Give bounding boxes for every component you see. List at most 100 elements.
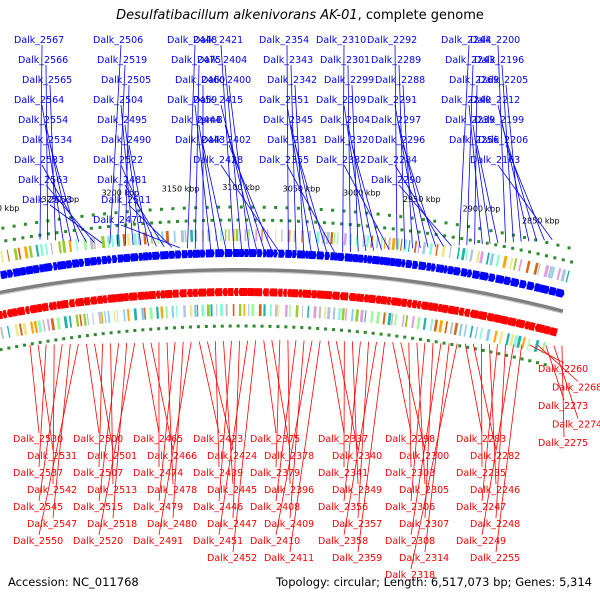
outer-tick-mark bbox=[374, 225, 378, 229]
inner-tick-mark bbox=[324, 327, 328, 331]
forward-cog-strip bbox=[106, 235, 111, 248]
forward-gene-arrow bbox=[224, 249, 234, 258]
forward-cog-strip bbox=[228, 229, 230, 242]
forward-gene-arrow bbox=[447, 265, 455, 275]
inner-tick-mark bbox=[276, 325, 280, 329]
reverse-gene-arrow bbox=[386, 296, 392, 306]
reverse-cog-strip bbox=[86, 313, 90, 326]
forward-gene-label: Dalk_2332 bbox=[316, 155, 366, 166]
reverse-cog-strip bbox=[165, 306, 169, 319]
reverse-gene-arrow bbox=[214, 288, 223, 297]
forward-gene-arrow bbox=[488, 273, 496, 283]
forward-cog-strip bbox=[380, 236, 384, 249]
forward-leader-line bbox=[220, 164, 281, 255]
scale-label: 2900 kbp bbox=[463, 205, 501, 214]
reverse-gene-arrow bbox=[186, 288, 193, 298]
reverse-leader-line bbox=[289, 340, 321, 553]
reverse-leader-line bbox=[98, 343, 120, 502]
reverse-gene-arrow bbox=[477, 310, 488, 321]
forward-leader-line bbox=[347, 64, 351, 252]
reverse-cog-strip bbox=[175, 305, 178, 318]
scale-tick-mark bbox=[23, 222, 27, 226]
forward-gene-arrow bbox=[71, 259, 81, 268]
forward-gene-arrow bbox=[148, 252, 153, 261]
reverse-leader-line bbox=[37, 344, 54, 451]
reverse-gene-arrow bbox=[83, 297, 91, 306]
forward-gene-arrow bbox=[273, 249, 278, 258]
outer-tick-mark bbox=[4, 239, 8, 243]
forward-gene-label: Dalk_2443 bbox=[175, 135, 225, 146]
inner-tick-mark bbox=[300, 326, 304, 330]
reverse-leader-line bbox=[94, 343, 114, 451]
forward-gene-arrow bbox=[539, 284, 550, 294]
scale-label: 2950 kbp bbox=[403, 195, 441, 204]
reverse-cog-strip bbox=[526, 338, 531, 351]
forward-leader-line bbox=[45, 124, 72, 242]
inner-tick-mark bbox=[101, 332, 105, 336]
reverse-leader-line bbox=[392, 342, 412, 434]
outer-tick-mark bbox=[201, 219, 205, 223]
forward-cog-strip bbox=[536, 263, 541, 276]
forward-gene-arrow bbox=[401, 259, 406, 268]
forward-cog-strip bbox=[44, 243, 49, 256]
reverse-cog-strip bbox=[183, 305, 187, 318]
forward-gene-label: Dalk_2564 bbox=[14, 95, 64, 106]
outer-tick-mark bbox=[21, 236, 25, 240]
reverse-gene-label: Dalk_2424 bbox=[207, 451, 257, 462]
outer-tick-mark bbox=[544, 254, 548, 258]
reverse-cog-strip bbox=[220, 304, 224, 317]
forward-gene-label: Dalk_2504 bbox=[93, 95, 143, 106]
inner-tick-mark bbox=[268, 324, 272, 328]
scale-tick-mark bbox=[148, 208, 152, 212]
outer-tick-mark bbox=[305, 220, 309, 224]
reverse-gene-arrow bbox=[36, 303, 43, 313]
outer-tick-mark bbox=[400, 228, 404, 232]
forward-leader-line bbox=[194, 104, 212, 250]
forward-leader-line bbox=[39, 44, 43, 240]
reverse-gene-label: Dalk_2308 bbox=[385, 536, 435, 547]
scale-tick-mark bbox=[274, 205, 278, 209]
scale-tick-mark bbox=[12, 224, 16, 228]
forward-gene-label: Dalk_2345 bbox=[263, 115, 313, 126]
reverse-leader-line bbox=[335, 341, 359, 451]
scale-tick-mark bbox=[217, 205, 221, 209]
reverse-cog-strip bbox=[104, 311, 107, 324]
forward-gene-label: Dalk_2200 bbox=[470, 35, 520, 46]
reverse-cog-strip bbox=[438, 320, 444, 333]
reverse-gene-arrow bbox=[29, 304, 38, 314]
reverse-cog-strip bbox=[493, 330, 498, 343]
scale-tick-mark bbox=[545, 241, 549, 245]
forward-gene-arrow bbox=[90, 257, 98, 266]
inner-tick-mark bbox=[403, 335, 407, 339]
forward-leader-line bbox=[41, 164, 87, 243]
reverse-leader-line bbox=[537, 344, 579, 382]
forward-gene-label: Dalk_2400 bbox=[201, 75, 251, 86]
reverse-gene-label: Dalk_2305 bbox=[399, 485, 449, 496]
reverse-cog-strip bbox=[326, 307, 331, 320]
forward-cog-strip bbox=[244, 229, 247, 242]
forward-gene-label: Dalk_2256 bbox=[449, 135, 499, 146]
reverse-cog-strip bbox=[479, 327, 483, 340]
reverse-cog-strip bbox=[269, 304, 272, 317]
reverse-cog-strip bbox=[344, 308, 348, 321]
accession-label: Accession: NC_011768 bbox=[8, 575, 139, 589]
outer-tick-mark bbox=[184, 219, 188, 223]
inner-tick-mark bbox=[133, 329, 137, 333]
forward-gene-label: Dalk_2212 bbox=[470, 95, 520, 106]
forward-leader-line bbox=[124, 184, 165, 248]
forward-leader-line bbox=[224, 64, 243, 252]
reverse-gene-arrow bbox=[437, 303, 443, 313]
forward-gene-arrow bbox=[358, 254, 365, 263]
reverse-leader-line bbox=[98, 342, 136, 536]
reverse-gene-label: Dalk_2357 bbox=[332, 519, 382, 530]
inner-tick-mark bbox=[173, 326, 177, 330]
forward-gene-arrow bbox=[181, 250, 189, 259]
forward-cog-strip bbox=[355, 234, 358, 247]
reverse-cog-strip bbox=[18, 323, 23, 336]
scale-tick-mark bbox=[478, 227, 482, 231]
reverse-gene-label: Dalk_2275 bbox=[538, 438, 588, 449]
reverse-leader-line bbox=[206, 341, 234, 451]
scale-tick-mark bbox=[500, 231, 504, 235]
reverse-gene-arrow bbox=[375, 295, 382, 304]
